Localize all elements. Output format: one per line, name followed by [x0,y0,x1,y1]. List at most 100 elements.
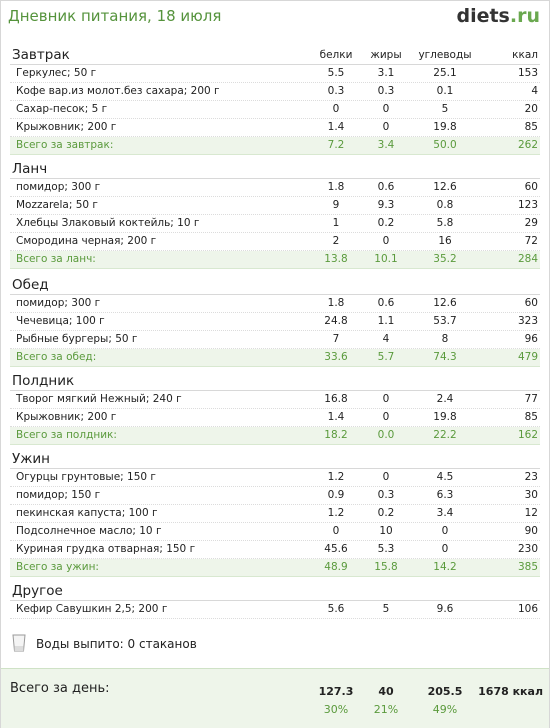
food-row[interactable]: Куриная грудка отварная; 150 г 45.6 5.3 0 23… [10,541,540,559]
carbs-value: 3.4 [436,507,454,519]
fat-value: 0.0 [377,429,395,441]
food-row[interactable]: Крыжовник; 200 г 1.4 0 19.8 85 [10,409,540,427]
fat-value: 0.2 [377,217,395,229]
day-pct-fat: 21% [373,703,399,716]
kcal-value: 162 [517,429,538,441]
food-row[interactable]: Кефир Савушкин 2,5; 200 г 5.6 5 9.6 106 [10,601,540,619]
header: Дневник питания, 18 июля diets.ru [8,5,542,28]
food-name: помидор; 150 г [16,489,101,501]
logo-dot: . [509,5,518,27]
kcal-value: 262 [517,139,538,151]
meal-title: Ланч [10,160,540,179]
fat-value: 10.1 [374,253,398,265]
kcal-value: 77 [524,393,538,405]
protein-value: 5.5 [327,67,345,79]
food-row[interactable]: пекинская капуста; 100 г 1.2 0.2 3.4 12 [10,505,540,523]
fat-value: 0.3 [377,489,395,501]
carbs-value: 0 [441,543,449,555]
kcal-value: 123 [517,199,538,211]
food-row[interactable]: Хлебцы Злаковый коктейль; 10 г 1 0.2 5.8 29 [10,215,540,233]
food-row[interactable]: Сахар-песок; 5 г 0 0 5 20 [10,101,540,119]
protein-value: 0.9 [327,489,345,501]
carbs-value: 12.6 [433,297,457,309]
fat-value: 10 [379,525,393,537]
meal-section-other: Другое Кефир Савушкин 2,5; 200 г 5.6 5 9.6 10… [10,582,540,619]
meal-title: Полдник [10,372,540,391]
meal-total-label: Всего за ланч: [16,253,96,265]
fat-value: 0 [382,411,390,423]
day-total-carbs: 205.5 [427,685,463,698]
food-row[interactable]: помидор; 150 г 0.9 0.3 6.3 30 [10,487,540,505]
meal-title: Другое [10,582,540,601]
protein-value: 18.2 [324,429,348,441]
column-header-carbs: углеводы [418,49,472,61]
carbs-value: 50.0 [433,139,457,151]
food-row[interactable]: Творог мягкий Нежный; 240 г 16.8 0 2.4 77 [10,391,540,409]
food-name: Кофе вар.из молот.без сахара; 200 г [16,85,220,97]
food-name: Чечевица; 100 г [16,315,105,327]
carbs-value: 53.7 [433,315,457,327]
fat-value: 15.8 [374,561,398,573]
carbs-value: 5.8 [436,217,454,229]
food-row[interactable]: помидор; 300 г 1.8 0.6 12.6 60 [10,179,540,197]
carbs-value: 5 [441,103,449,115]
day-total: Всего за день: 127.3 40 205.5 1678 ккал … [1,668,549,728]
food-name: Куриная грудка отварная; 150 г [16,543,196,555]
fat-value: 1.1 [377,315,395,327]
food-row[interactable]: Mozzarela; 50 г 9 9.3 0.8 123 [10,197,540,215]
carbs-value: 74.3 [433,351,457,363]
fat-value: 0.2 [377,507,395,519]
food-name: Сахар-песок; 5 г [16,103,108,115]
column-header-fat: жиры [370,49,402,61]
food-name: Подсолнечное масло; 10 г [16,525,162,537]
protein-value: 45.6 [324,543,348,555]
protein-value: 24.8 [324,315,348,327]
fat-value: 0 [382,471,390,483]
food-row[interactable]: Огурцы грунтовые; 150 г 1.2 0 4.5 23 [10,469,540,487]
kcal-value: 106 [517,603,538,615]
kcal-value: 96 [524,333,538,345]
meal-title: Обед [10,276,540,295]
kcal-value: 85 [524,121,538,133]
meal-title: Завтрак [10,46,540,65]
kcal-value: 323 [517,315,538,327]
day-total-fat: 40 [378,685,394,698]
carbs-value: 6.3 [436,489,454,501]
meal-section-supper: Ужин Огурцы грунтовые; 150 г 1.2 0 4.5 23 поми… [10,450,540,577]
fat-value: 9.3 [377,199,395,211]
logo-main: diets [456,5,510,27]
meal-total-label: Всего за обед: [16,351,97,363]
fat-value: 4 [382,333,390,345]
carbs-value: 2.4 [436,393,454,405]
fat-value: 0 [382,393,390,405]
food-name: Творог мягкий Нежный; 240 г [16,393,182,405]
kcal-value: 23 [524,471,538,483]
food-row[interactable]: Чечевица; 100 г 24.8 1.1 53.7 323 [10,313,540,331]
carbs-value: 22.2 [433,429,457,441]
protein-value: 1.8 [327,181,345,193]
food-name: Огурцы грунтовые; 150 г [16,471,156,483]
food-row[interactable]: Подсолнечное масло; 10 г 0 10 0 90 [10,523,540,541]
food-name: Крыжовник; 200 г [16,411,117,423]
day-total-kcal: 1678 ккал [478,685,543,698]
kcal-value: 230 [517,543,538,555]
carbs-value: 19.8 [433,121,457,133]
food-row[interactable]: Смородина черная; 200 г 2 0 16 72 [10,233,540,251]
food-row[interactable]: Крыжовник; 200 г 1.4 0 19.8 85 [10,119,540,137]
fat-value: 3.1 [377,67,395,79]
protein-value: 16.8 [324,393,348,405]
kcal-value: 153 [517,67,538,79]
carbs-value: 0.8 [436,199,454,211]
water-glass-icon[interactable] [12,634,26,652]
food-row[interactable]: Рыбные бургеры; 50 г 7 4 8 96 [10,331,540,349]
site-logo[interactable]: diets.ru [456,5,540,27]
carbs-value: 16 [438,235,452,247]
food-row[interactable]: помидор; 300 г 1.8 0.6 12.6 60 [10,295,540,313]
kcal-value: 30 [524,489,538,501]
carbs-value: 14.2 [433,561,457,573]
carbs-value: 0 [441,525,449,537]
fat-value: 5.3 [377,543,395,555]
food-row[interactable]: Геркулес; 50 г 5.5 3.1 25.1 153 [10,65,540,83]
food-row[interactable]: Кофе вар.из молот.без сахара; 200 г 0.3 0.… [10,83,540,101]
water-counter: Воды выпито: 0 стаканов [36,637,197,651]
